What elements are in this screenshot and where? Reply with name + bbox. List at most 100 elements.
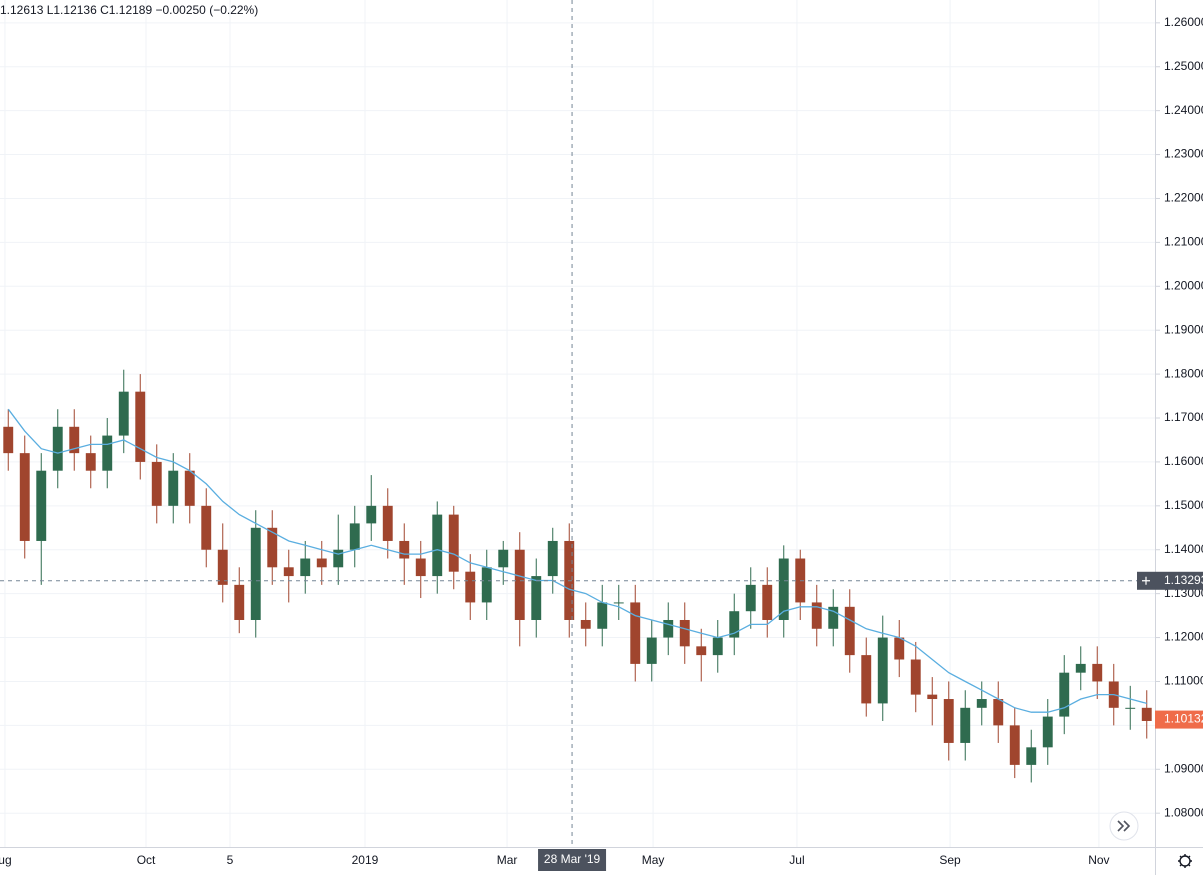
candle-body	[844, 606, 855, 656]
candle-body	[811, 602, 822, 629]
candle-body	[993, 699, 1004, 726]
candle-body	[448, 514, 459, 572]
y-tick-label: 1.23000	[1164, 147, 1203, 161]
plot	[0, 0, 1155, 847]
last-price-label: 1.10132	[1164, 712, 1203, 726]
gear-teeth[interactable]	[1178, 854, 1192, 868]
candle-body	[481, 567, 492, 603]
x-tick-label: Mar	[497, 853, 518, 867]
candle-body	[877, 637, 888, 704]
candle-body	[432, 514, 443, 577]
candle-body	[234, 584, 245, 620]
crosshair-y-label-bg	[1155, 571, 1203, 590]
x-tick-label: Oct	[137, 853, 156, 867]
candle-body	[267, 527, 278, 568]
candle-body	[1075, 663, 1086, 673]
y-tick-label: 1.11000	[1164, 674, 1203, 688]
candle-body	[250, 527, 261, 620]
crosshair-y-label: 1.13293	[1164, 573, 1203, 587]
candle-body	[102, 435, 113, 471]
candle-body	[729, 611, 740, 638]
candle-body	[1059, 672, 1070, 717]
candle-body	[960, 707, 971, 743]
candle-body	[465, 571, 476, 603]
candle-body	[382, 505, 393, 541]
candle-body	[19, 453, 30, 541]
candle-body	[894, 637, 905, 660]
candle-body	[118, 391, 129, 436]
x-tick-label: ug	[0, 853, 12, 867]
candle-body	[828, 606, 839, 629]
settings-button[interactable]	[1178, 854, 1192, 868]
candle-body	[679, 619, 690, 647]
candle-body	[580, 619, 591, 629]
candle-body	[597, 602, 608, 629]
y-tick-label: 1.08000	[1164, 805, 1203, 819]
candle-body	[85, 453, 96, 471]
y-tick-label: 1.18000	[1164, 366, 1203, 380]
candle-body	[712, 637, 723, 656]
y-tick-label: 1.15000	[1164, 498, 1203, 512]
candle-body	[333, 549, 344, 568]
y-tick-label: 1.17000	[1164, 410, 1203, 424]
candle-body	[1125, 707, 1136, 709]
crosshair-x-label: 28 Mar '19	[544, 852, 601, 866]
candle-body	[1026, 747, 1037, 765]
candle-body	[366, 505, 377, 524]
candle-body	[943, 699, 954, 743]
candle-body	[927, 694, 938, 700]
candle-body	[531, 576, 542, 620]
candle-body	[168, 470, 179, 506]
candle-body	[135, 391, 146, 462]
candle-body	[613, 602, 624, 604]
candle-body	[36, 470, 47, 541]
last-price-label-bg	[1155, 710, 1203, 729]
candle-body	[547, 540, 558, 577]
y-tick-label: 1.22000	[1164, 191, 1203, 205]
candle-body	[283, 567, 294, 577]
candle-body	[630, 602, 641, 664]
y-tick-label: 1.14000	[1164, 542, 1203, 556]
y-tick-label: 1.24000	[1164, 103, 1203, 117]
candle-body	[1009, 725, 1020, 765]
y-tick-label: 1.20000	[1164, 278, 1203, 292]
candle-body	[910, 659, 921, 695]
x-tick-label: Nov	[1088, 853, 1109, 867]
grid	[0, 0, 1155, 847]
candle-body	[184, 470, 195, 506]
candle-body	[52, 426, 63, 471]
candle-body	[1092, 663, 1103, 682]
x-tick-label: 5	[227, 853, 234, 867]
candle-body	[349, 523, 360, 550]
candle-body	[415, 558, 426, 577]
scroll-icon[interactable]	[1117, 820, 1131, 832]
candle-body	[762, 584, 773, 620]
candle-body	[663, 619, 674, 638]
scroll-button[interactable]	[1109, 811, 1139, 841]
candle-body	[217, 549, 228, 585]
y-tick-label: 1.16000	[1164, 454, 1203, 468]
candle-body	[399, 540, 410, 559]
candle-body	[696, 646, 707, 656]
ohlc-legend: 1.12613 L1.12136 C1.12189 −0.00250 (−0.2…	[0, 3, 258, 17]
axes: 1.080001.090001.100001.110001.120001.130…	[0, 15, 1203, 871]
y-tick-label: 1.19000	[1164, 322, 1203, 336]
y-tick-label: 1.09000	[1164, 761, 1203, 775]
y-tick-label: 1.21000	[1164, 235, 1203, 249]
candle-body	[316, 558, 327, 568]
y-tick-label: 1.12000	[1164, 630, 1203, 644]
candle-body	[300, 558, 311, 577]
candle-body	[1141, 707, 1152, 721]
candle-body	[498, 549, 509, 568]
x-tick-label: Sep	[939, 853, 961, 867]
candle-body	[745, 584, 756, 612]
y-tick-label: 1.25000	[1164, 59, 1203, 73]
x-tick-label: 2019	[352, 853, 379, 867]
candle-body	[514, 549, 525, 620]
x-tick-label: Jul	[789, 853, 804, 867]
candle-body	[3, 426, 14, 454]
candle-body	[1042, 716, 1053, 748]
crosshair-x-label-bg	[538, 849, 607, 871]
